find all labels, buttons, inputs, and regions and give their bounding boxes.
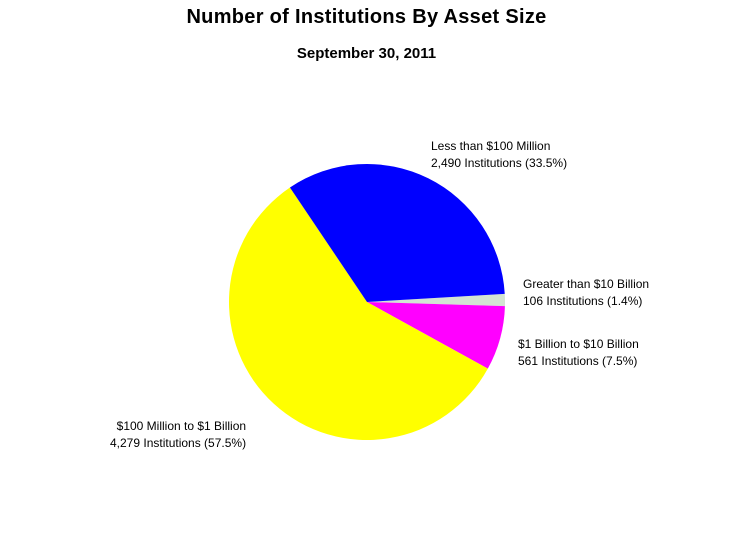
slice-category: $100 Million to $1 Billion: [116, 419, 247, 433]
pie-slice-greater-than-10-billion: [367, 293, 506, 307]
pie-slice-100-million-to-1-billion: [229, 187, 488, 440]
chart-subtitle: September 30, 2011: [296, 45, 437, 62]
slice-category: Greater than $10 Billion: [523, 277, 650, 291]
slice-value: 106 Institutions (1.4%): [523, 294, 643, 308]
slice-category: $1 Billion to $10 Billion: [518, 337, 639, 351]
chart-title: Number of Institutions By Asset Size: [186, 6, 547, 28]
slice-value: 4,279 Institutions (57.5%): [110, 436, 247, 450]
slice-label-100m-to-1b: $100 Million to $1 Billion 4,279 Institu…: [110, 418, 246, 452]
pie-slice-1-billion-to-10-billion: [367, 302, 505, 369]
slice-label-less-than-100m: Less than $100 Million 2,490 Institution…: [431, 138, 567, 172]
slice-label-greater-than-10b: Greater than $10 Billion 106 Institution…: [523, 276, 649, 310]
slice-category: Less than $100 Million: [431, 139, 551, 153]
pie-slice-less-than-100-million: [289, 163, 505, 302]
slice-label-1b-to-10b: $1 Billion to $10 Billion 561 Institutio…: [518, 336, 639, 370]
slice-value: 2,490 Institutions (33.5%): [431, 156, 568, 170]
slice-value: 561 Institutions (7.5%): [518, 354, 638, 368]
